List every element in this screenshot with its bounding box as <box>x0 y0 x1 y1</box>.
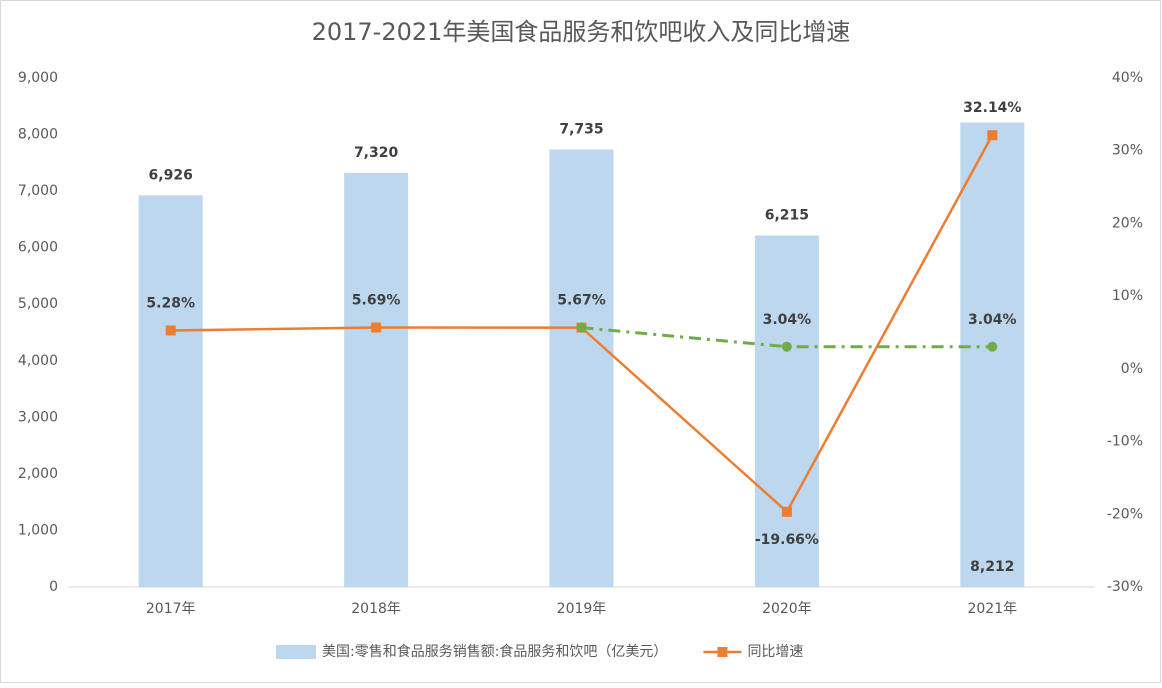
line-label: -19.66% <box>755 532 819 548</box>
y2-tick-label: 40% <box>1112 70 1143 86</box>
bar <box>754 235 819 588</box>
x-tick-label: 2018年 <box>351 601 401 617</box>
marker <box>781 506 792 517</box>
y-tick-label: 3,000 <box>18 409 58 425</box>
bar-label: 6,926 <box>149 167 193 183</box>
line-label: 32.14% <box>963 100 1021 116</box>
bar-label: 7,735 <box>559 122 603 138</box>
legend-swatch <box>717 647 728 657</box>
marker <box>165 325 176 336</box>
x-tick-label: 2017年 <box>146 601 196 617</box>
chart-title: 2017-2021年美国食品服务和饮吧收入及同比增速 <box>312 18 851 46</box>
bar <box>138 195 203 588</box>
line <box>581 326 993 349</box>
marker <box>576 322 587 333</box>
y-tick-label: 4,000 <box>18 353 58 369</box>
line-label: 3.04% <box>763 312 812 328</box>
y-tick-label: 7,000 <box>18 183 58 199</box>
y-tick-label: 0 <box>49 579 58 595</box>
x-tick-label: 2019年 <box>557 601 607 617</box>
marker <box>371 322 382 333</box>
line-label: 5.67% <box>557 293 606 309</box>
y-tick-label: 6,000 <box>18 240 58 256</box>
bar-label: 7,320 <box>354 145 399 161</box>
y2-tick-label: -20% <box>1107 506 1143 522</box>
y-tick-label: 5,000 <box>18 296 58 312</box>
legend-swatch <box>276 645 316 659</box>
bar <box>344 173 409 587</box>
line-label: 3.04% <box>968 312 1017 328</box>
bar-label: 6,215 <box>765 208 809 224</box>
y-tick-label: 1,000 <box>18 522 58 538</box>
x-tick-label: 2020年 <box>762 601 812 617</box>
x-tick-label: 2021年 <box>967 601 1017 617</box>
line-label: 5.69% <box>352 292 401 308</box>
bar-label: 8,212 <box>970 559 1014 575</box>
y2-tick-label: -10% <box>1107 434 1143 450</box>
y-tick-label: 9,000 <box>18 70 58 86</box>
line-label: 5.28% <box>146 295 195 311</box>
y2-tick-label: 10% <box>1112 288 1143 304</box>
y2-tick-label: -30% <box>1107 579 1143 595</box>
marker <box>781 341 792 352</box>
marker <box>987 341 998 352</box>
bar <box>960 122 1025 587</box>
y-tick-label: 8,000 <box>18 127 58 143</box>
y2-tick-label: 20% <box>1112 215 1143 231</box>
marker <box>987 130 998 141</box>
y2-tick-label: 30% <box>1112 143 1143 159</box>
legend-label: 同比增速 <box>747 644 803 660</box>
y-tick-label: 2,000 <box>18 466 58 482</box>
y2-tick-label: 0% <box>1121 361 1143 377</box>
legend-label: 美国:零售和食品服务销售额:食品服务和饮吧（亿美元） <box>322 643 667 660</box>
bar <box>549 149 614 587</box>
